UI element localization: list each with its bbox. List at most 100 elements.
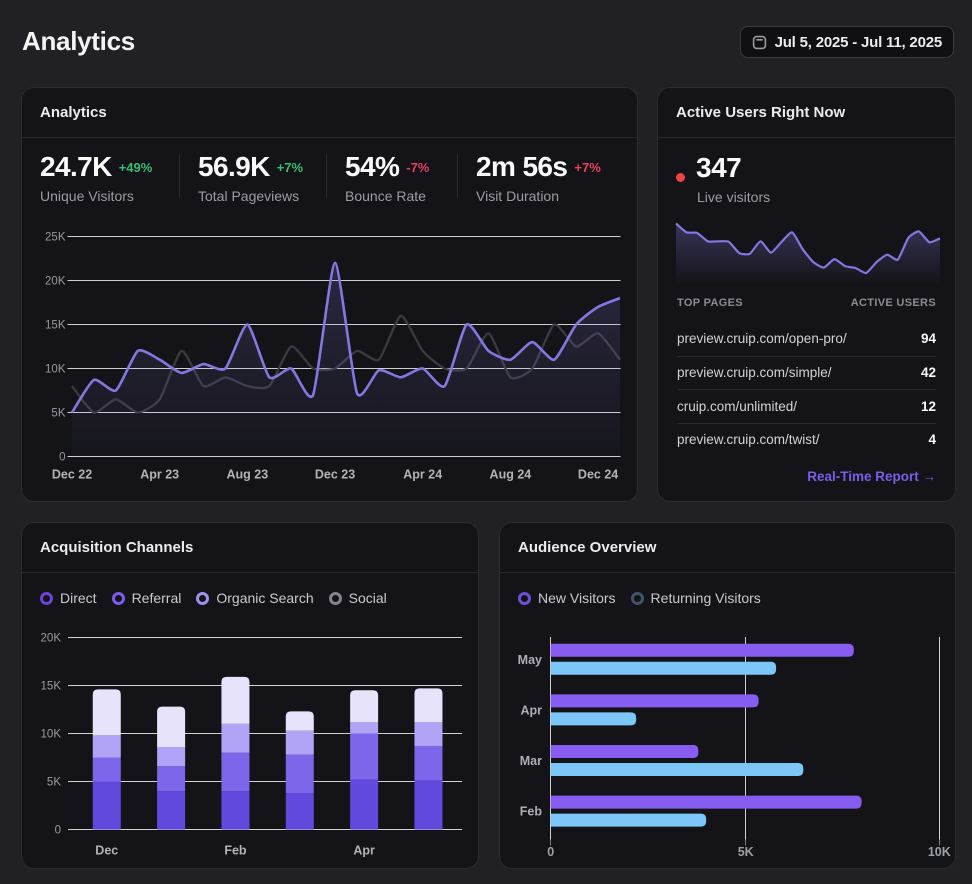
- legend-item-referral[interactable]: Referral: [111, 590, 182, 606]
- legend-label: Social: [348, 590, 387, 606]
- kpi-label: Total Pageviews: [198, 187, 300, 204]
- svg-text:Mar: Mar: [520, 754, 542, 768]
- top-page-url: cruip.com/unlimited/: [677, 398, 798, 414]
- svg-text:10K: 10K: [41, 729, 62, 741]
- real-time-report-link[interactable]: Real-Time Report →: [807, 469, 936, 484]
- date-range-label: Jul 5, 2025 - Jul 11, 2025: [774, 33, 943, 51]
- active-users-count: 42: [920, 365, 936, 381]
- svg-text:Dec 23: Dec 23: [315, 468, 355, 482]
- active-users-column-header: ACTIVE USERS: [850, 297, 936, 309]
- top-page-url: preview.cruip.com/simple/: [677, 365, 832, 381]
- active-users-count: 12: [920, 398, 936, 414]
- acquisition-card-title: Acquisition Channels: [40, 539, 194, 556]
- audience-hbar-chart: 0 5K 10K May Apr Mar Feb: [518, 637, 951, 859]
- audience-card-header: Audience Overview: [500, 523, 955, 573]
- active-users-card-header: Active Users Right Now: [658, 88, 955, 138]
- active-users-count: 4: [928, 432, 936, 448]
- kpi-bounce-rate: 54% -7% Bounce Rate: [345, 152, 438, 204]
- kpi-value: 54%: [345, 151, 400, 182]
- legend-item-social[interactable]: Social: [328, 590, 387, 606]
- svg-text:Apr 24: Apr 24: [403, 468, 442, 482]
- kpi-unique-visitors: 24.7K +49% Unique Visitors: [40, 152, 160, 204]
- analytics-line-chart: 0 5K 10K 15K 20K 25K Dec 22 Apr 23 Aug 23 Dec 23 A…: [45, 232, 621, 482]
- live-visitors-count: 347: [696, 152, 742, 183]
- live-visitors-sparkline: [675, 222, 941, 284]
- svg-text:Aug 24: Aug 24: [490, 468, 532, 482]
- svg-text:Apr 23: Apr 23: [140, 468, 179, 482]
- top-pages-table-body: preview.cruip.com/open-pro/94 preview.cru…: [677, 322, 936, 456]
- kpi-row: 24.7K +49% Unique Visitors 56.9K +7% Total Pa…: [22, 138, 637, 204]
- active-users-card: Active Users Right Now 347 Live visitors…: [658, 88, 955, 501]
- svg-text:20K: 20K: [45, 276, 66, 288]
- analytics-card-title: Analytics: [40, 104, 107, 121]
- top-page-url: preview.cruip.com/twist/: [677, 432, 820, 448]
- acquisition-channels-card: Acquisition Channels Direct Referral Organ…: [22, 523, 478, 868]
- svg-text:25K: 25K: [45, 232, 66, 244]
- top-pages-table-row: preview.cruip.com/twist/4: [677, 422, 936, 457]
- kpi-label: Unique Visitors: [40, 187, 134, 204]
- kpi-divider: [326, 154, 327, 198]
- top-pages-column-header: TOP PAGES: [677, 297, 743, 309]
- top-page-url: preview.cruip.com/open-pro/: [677, 331, 847, 347]
- active-users-count: 94: [920, 331, 936, 347]
- legend-label: Organic Search: [216, 590, 314, 606]
- acquisition-stacked-bar-chart: 0 5K 10K 15K 20K Dec Feb Apr: [41, 633, 462, 858]
- legend-item-direct[interactable]: Direct: [40, 590, 97, 606]
- svg-text:Dec: Dec: [95, 844, 118, 858]
- live-visitors-row: 347: [676, 152, 742, 183]
- svg-text:Aug 23: Aug 23: [227, 468, 269, 482]
- svg-text:Dec 22: Dec 22: [52, 468, 92, 482]
- svg-text:0: 0: [55, 825, 61, 837]
- legend-ring-icon: [111, 591, 125, 605]
- calendar-icon: [752, 35, 766, 49]
- svg-text:Apr: Apr: [353, 844, 375, 858]
- kpi-divider: [457, 154, 458, 198]
- legend-item-new-visitors[interactable]: New Visitors: [518, 590, 616, 606]
- legend-label: Referral: [131, 590, 182, 606]
- svg-text:Feb: Feb: [224, 844, 247, 858]
- kpi-visit-duration: 2m 56s +7% Visit Duration: [476, 152, 601, 204]
- analytics-card-header: Analytics: [22, 88, 637, 138]
- legend-ring-icon: [40, 591, 53, 605]
- top-pages-table-header: TOP PAGES ACTIVE USERS: [677, 297, 936, 322]
- legend-item-returning-visitors[interactable]: Returning Visitors: [630, 590, 761, 606]
- audience-card-title: Audience Overview: [518, 539, 657, 556]
- legend-label: Returning Visitors: [650, 590, 761, 606]
- top-pages-table: TOP PAGES ACTIVE USERS preview.cruip.com…: [677, 297, 936, 456]
- kpi-value: 24.7K: [40, 151, 112, 182]
- svg-text:Feb: Feb: [520, 805, 543, 819]
- svg-text:15K: 15K: [45, 320, 66, 332]
- legend-ring-icon: [518, 591, 531, 605]
- audience-overview-card: Audience Overview New Visitors Returning …: [500, 523, 955, 868]
- legend-ring-icon: [328, 591, 342, 605]
- svg-text:5K: 5K: [738, 845, 754, 859]
- kpi-value: 56.9K: [198, 151, 270, 182]
- acquisition-legend: Direct Referral Organic Search Social: [40, 590, 402, 606]
- kpi-delta: -7%: [406, 160, 430, 176]
- legend-label: New Visitors: [538, 590, 616, 606]
- kpi-divider: [179, 154, 180, 198]
- date-range-button[interactable]: Jul 5, 2025 - Jul 11, 2025: [739, 26, 954, 58]
- top-pages-table-row: preview.cruip.com/open-pro/94: [677, 322, 936, 356]
- svg-text:10K: 10K: [928, 845, 951, 859]
- svg-text:May: May: [518, 653, 542, 667]
- arrow-right-icon: →: [922, 469, 937, 484]
- kpi-delta: +7%: [574, 160, 601, 176]
- active-users-card-title: Active Users Right Now: [676, 104, 846, 121]
- kpi-value: 2m 56s: [476, 151, 568, 182]
- legend-item-organic-search[interactable]: Organic Search: [196, 590, 314, 606]
- kpi-total-pageviews: 56.9K +7% Total Pageviews: [198, 152, 307, 204]
- page-title: Analytics: [22, 26, 135, 56]
- svg-text:15K: 15K: [41, 681, 62, 693]
- legend-ring-icon: [630, 591, 644, 605]
- svg-text:0: 0: [59, 452, 65, 464]
- kpi-label: Bounce Rate: [345, 187, 426, 204]
- svg-text:5K: 5K: [51, 408, 65, 420]
- live-visitors-label: Live visitors: [697, 189, 771, 205]
- kpi-delta: +49%: [118, 160, 153, 176]
- legend-ring-icon: [196, 591, 210, 605]
- svg-text:Apr: Apr: [520, 703, 542, 717]
- top-pages-table-row: preview.cruip.com/simple/42: [677, 355, 936, 390]
- acquisition-card-header: Acquisition Channels: [22, 523, 478, 573]
- audience-legend: New Visitors Returning Visitors: [518, 590, 776, 606]
